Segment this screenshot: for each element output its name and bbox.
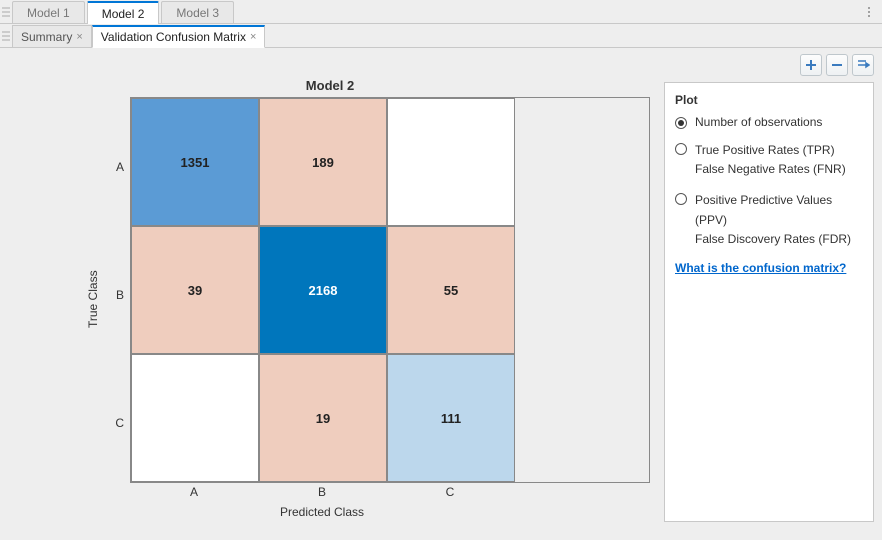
panel-heading: Plot: [675, 93, 863, 107]
view-tab[interactable]: Summary×: [12, 25, 92, 47]
minus-button[interactable]: [826, 54, 848, 76]
content-area: Model 2 True Class A B C 13511893921685519…: [0, 48, 882, 540]
option-label: True Positive Rates (TPR)False Negative …: [695, 141, 846, 179]
matrix-cell: 2168: [259, 226, 387, 354]
matrix-cell: 1351: [131, 98, 259, 226]
tab-label: Validation Confusion Matrix: [101, 26, 246, 48]
x-axis-label: Predicted Class: [130, 505, 514, 519]
plot-options-panel: Plot Number of observations True Positive…: [664, 82, 874, 522]
plot-option[interactable]: Positive Predictive Values (PPV)False Di…: [675, 191, 863, 249]
model-tab[interactable]: Model 2: [87, 1, 160, 24]
model-tab[interactable]: Model 3: [161, 1, 234, 23]
x-tick-label: B: [302, 485, 342, 499]
y-tick-label: A: [104, 160, 124, 174]
confusion-matrix-plot: Model 2 True Class A B C 13511893921685519…: [10, 78, 650, 518]
tab-label: Summary: [21, 26, 72, 48]
plus-icon: [804, 58, 818, 72]
radio-icon: [675, 193, 687, 205]
expand-button[interactable]: [852, 54, 874, 76]
matrix-cell: [387, 98, 515, 226]
confusion-matrix-grid: 13511893921685519111: [130, 97, 650, 483]
model-tab[interactable]: Model 1: [12, 1, 85, 23]
close-icon[interactable]: ×: [76, 26, 82, 48]
matrix-cell: 111: [387, 354, 515, 482]
plot-toolbar: [800, 54, 874, 76]
matrix-cell: 39: [131, 226, 259, 354]
grip-handle[interactable]: [2, 25, 10, 47]
help-link[interactable]: What is the confusion matrix?: [675, 261, 863, 275]
expand-icon: [856, 58, 870, 72]
y-tick-label: B: [104, 288, 124, 302]
view-tabbar: Summary×Validation Confusion Matrix×: [0, 24, 882, 48]
matrix-cell: 55: [387, 226, 515, 354]
x-tick-label: C: [430, 485, 470, 499]
radio-icon: [675, 117, 687, 129]
option-label: Positive Predictive Values (PPV)False Di…: [695, 191, 863, 249]
x-tick-label: A: [174, 485, 214, 499]
plot-option[interactable]: Number of observations: [675, 115, 863, 129]
grip-handle[interactable]: [2, 1, 10, 23]
plot-title: Model 2: [10, 78, 650, 93]
matrix-cell: 19: [259, 354, 387, 482]
minus-icon: [830, 58, 844, 72]
y-axis-label: True Class: [86, 270, 100, 328]
y-tick-label: C: [104, 416, 124, 430]
option-label: Number of observations: [695, 115, 822, 129]
close-icon[interactable]: ×: [250, 26, 256, 48]
model-tabbar: Model 1Model 2Model 3: [0, 0, 882, 24]
plus-button[interactable]: [800, 54, 822, 76]
plot-option[interactable]: True Positive Rates (TPR)False Negative …: [675, 141, 863, 179]
matrix-cell: [131, 354, 259, 482]
view-tab[interactable]: Validation Confusion Matrix×: [92, 25, 266, 48]
matrix-cell: 189: [259, 98, 387, 226]
radio-icon: [675, 143, 687, 155]
more-options-icon[interactable]: [862, 4, 876, 20]
